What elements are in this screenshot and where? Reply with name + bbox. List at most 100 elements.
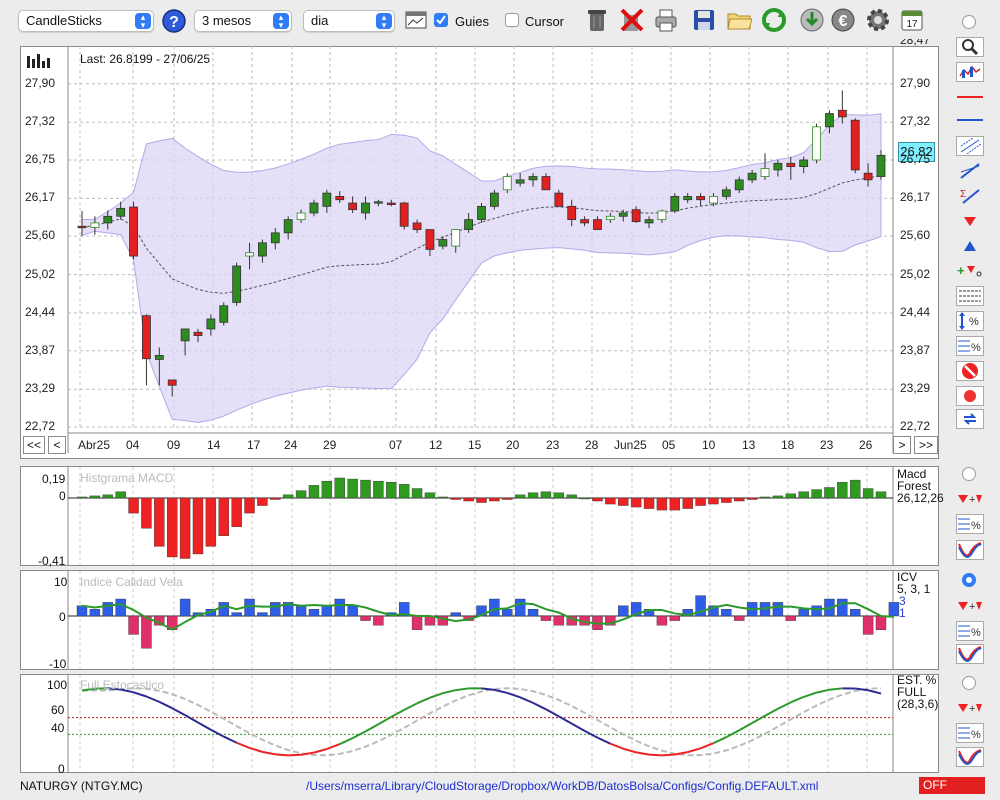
arrow-down-icon[interactable]: [956, 211, 984, 231]
stoch-k-segment: [777, 701, 792, 710]
icv-bar: [669, 615, 681, 621]
candle-body: [116, 207, 126, 217]
trendline-icon[interactable]: [956, 161, 984, 181]
macd-percent-icon[interactable]: %: [956, 514, 984, 534]
nav-first-button[interactable]: <<: [23, 436, 45, 454]
chart-type-select[interactable]: CandleSticks ▴ ▾: [18, 10, 154, 32]
sigma-trend-icon[interactable]: Σ: [956, 186, 984, 206]
candle-body: [721, 189, 731, 197]
y-tick-right: 27,32: [900, 114, 931, 129]
trash-icon[interactable]: [583, 6, 611, 34]
macd-bar: [154, 497, 165, 547]
macd-up-down-icon[interactable]: +: [956, 489, 984, 509]
bar-chart-icon[interactable]: [26, 52, 56, 71]
macd-bar: [759, 496, 771, 499]
interval-value: dia: [311, 13, 329, 28]
stoch-k-segment: [120, 688, 134, 694]
calendar-icon[interactable]: 17: [898, 6, 926, 34]
guides-checkbox[interactable]: [434, 13, 448, 27]
nav-prev-button[interactable]: <: [48, 436, 66, 454]
icv-bar: [295, 605, 307, 617]
current-price-badge: 26,82: [898, 142, 935, 162]
nav-last-button[interactable]: >>: [914, 436, 938, 454]
bollinger-band: [81, 113, 882, 423]
percent-lines-icon[interactable]: %: [956, 336, 984, 356]
add-marker-icon[interactable]: +: [956, 261, 984, 281]
nav-next-button[interactable]: >: [893, 436, 911, 454]
help-icon[interactable]: ?: [160, 7, 188, 35]
guides-label: Guies: [455, 14, 489, 29]
refresh-icon[interactable]: [760, 6, 788, 34]
stoch-k-segment: [610, 742, 624, 750]
download-icon[interactable]: [798, 6, 826, 34]
print-icon[interactable]: [652, 6, 680, 34]
stoch-k-segment: [146, 695, 160, 703]
stoch-k-segment: [597, 736, 611, 745]
stoch-k-segment: [313, 748, 328, 754]
panel-radio-macd[interactable]: [962, 467, 976, 481]
x-tick-label: 24: [284, 438, 298, 452]
stoch-up-down-icon[interactable]: +: [956, 698, 984, 718]
macd-wave-icon[interactable]: [956, 540, 984, 560]
macd-bar: [115, 491, 126, 499]
stoch-k-segment: [197, 721, 212, 731]
stoch-percent-icon[interactable]: %: [956, 723, 984, 743]
stoch-k-segment: [622, 747, 637, 754]
red-line-icon[interactable]: [956, 87, 984, 107]
blue-line-icon[interactable]: [956, 110, 984, 130]
panel-radio-main[interactable]: [962, 15, 976, 29]
x-tick-label: Abr25: [78, 438, 111, 452]
stoch-tick-0: 0: [58, 762, 65, 776]
sync-icon[interactable]: [956, 409, 984, 429]
macd-bar: [411, 488, 423, 499]
macd-bar: [605, 497, 616, 505]
icv-percent-icon[interactable]: %: [956, 621, 984, 641]
record-icon[interactable]: [956, 386, 984, 406]
config-path-link[interactable]: /Users/mserra/Library/CloudStorage/Dropb…: [306, 779, 819, 793]
panel-radio-stoch[interactable]: [962, 676, 976, 690]
macd-bar: [437, 496, 449, 499]
off-status-badge[interactable]: OFF: [919, 777, 985, 794]
candle-body: [773, 162, 783, 171]
delete-x-icon[interactable]: [618, 6, 646, 34]
zoom-icon[interactable]: [956, 37, 984, 57]
icv-bar: [128, 615, 139, 635]
open-folder-icon[interactable]: [725, 6, 753, 34]
percent-range-icon[interactable]: %: [956, 311, 984, 331]
stoch-wave-icon[interactable]: [956, 747, 984, 767]
x-tick-label: 17: [247, 438, 261, 452]
cursor-checkbox[interactable]: [505, 13, 519, 27]
stoch-k-segment: [764, 707, 779, 717]
icv-bar: [630, 602, 642, 617]
save-icon[interactable]: [690, 6, 718, 34]
horizontal-lines-icon[interactable]: [956, 286, 984, 306]
y-tick-left: 25,60: [25, 228, 56, 243]
stoch-k-segment: [725, 729, 740, 738]
stochastic-panel[interactable]: [20, 674, 939, 773]
candle-style-icon[interactable]: [956, 62, 984, 82]
x-tick-label: 20: [506, 438, 520, 452]
svg-text:%: %: [971, 627, 981, 639]
candle-body: [90, 222, 100, 228]
icv-up-down-icon[interactable]: +: [956, 596, 984, 616]
icv-wave-icon[interactable]: [956, 644, 984, 664]
svg-text:%: %: [971, 342, 981, 354]
gear-icon[interactable]: [864, 6, 892, 34]
x-tick-label: 12: [429, 438, 443, 452]
panel-radio-icv[interactable]: [962, 573, 976, 587]
currency-icon[interactable]: €: [829, 6, 857, 34]
candle-body: [657, 210, 667, 221]
stoch-k-segment: [352, 730, 366, 740]
arrow-up-icon[interactable]: [956, 236, 984, 256]
no-entry-icon[interactable]: [956, 361, 984, 381]
chart-settings-icon[interactable]: [402, 6, 430, 34]
stoch-k-segment: [816, 688, 830, 694]
svg-text:%: %: [971, 729, 981, 741]
macd-bar: [463, 497, 474, 502]
candle-body: [850, 119, 860, 171]
period-select[interactable]: 3 mesos ▴ ▾: [194, 10, 292, 32]
channel-icon[interactable]: [956, 136, 984, 156]
interval-select[interactable]: dia ▴ ▾: [303, 10, 395, 32]
stoch-k-segment: [442, 689, 456, 695]
